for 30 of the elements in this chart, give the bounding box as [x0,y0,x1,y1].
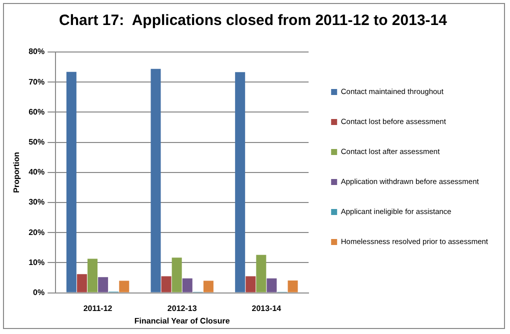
bar [150,68,161,292]
bar [161,276,172,292]
y-tick-label: 20% [28,228,45,237]
bar [203,280,214,292]
bar [172,258,182,292]
x-tick-label: 2011-12 [83,304,113,313]
bar [256,254,266,292]
y-tick-label: 0% [33,288,45,298]
y-tick-label: 30% [28,198,45,207]
bar [76,274,87,292]
bar [266,278,277,292]
x-tick-label: 2012-13 [167,304,198,313]
x-tick-label: 2013-14 [252,304,282,313]
bar [246,276,256,292]
bar [98,277,108,292]
bar [88,258,98,292]
y-tick-label: 70% [28,77,45,86]
y-tick-label: 10% [28,258,45,267]
y-axis-title: Proportion [12,152,22,193]
y-tick-label: 40% [28,168,45,177]
chart-title: Chart 17: Applications closed from 2011-12 to 2013-14 [59,12,448,30]
bar [119,280,130,292]
bar [182,278,192,292]
x-axis-title: Financial Year of Closure [134,316,230,326]
y-tick-label: 80% [28,47,45,56]
y-tick-label: 50% [28,138,45,147]
bar [235,72,246,292]
bar [288,280,298,292]
bar [66,72,76,292]
y-tick-label: 60% [28,107,45,116]
